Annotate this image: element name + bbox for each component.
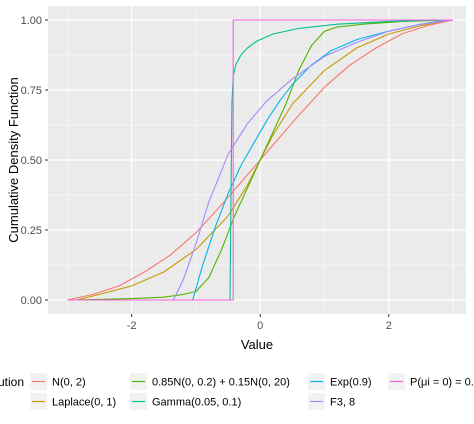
legend-label-6: F3, 8 <box>330 397 355 409</box>
legend: ution N(0, 2) Laplace(0, 1) 0.85N(0, 0.2) … <box>0 373 474 410</box>
x-tick-label: -2 <box>127 320 137 332</box>
series-line-5 <box>192 19 447 301</box>
legend-title: ution <box>0 375 24 389</box>
legend-label-5: Exp(0.9) <box>330 377 372 389</box>
y-axis: 0.00 0.25 0.50 0.75 1.00 <box>21 15 48 307</box>
legend-label-2: Laplace(0, 1) <box>52 397 116 409</box>
series-lines <box>67 19 454 301</box>
legend-label-7: P(μi = 0) = 0. <box>410 377 474 389</box>
series-line-3 <box>73 19 454 301</box>
legend-label-1: N(0, 2) <box>52 377 86 389</box>
x-axis: -2 0 2 <box>127 314 392 332</box>
legend-label-3: 0.85N(0, 0.2) + 0.15N(0, 20) <box>152 377 290 389</box>
x-tick-label: 0 <box>257 320 263 332</box>
y-tick-label: 0.25 <box>21 225 42 237</box>
y-axis-title: Cumulative Density Function <box>6 77 21 242</box>
x-axis-title: Value <box>241 337 273 352</box>
y-tick-label: 0.50 <box>21 155 42 167</box>
y-tick-label: 1.00 <box>21 15 42 27</box>
legend-label-4: Gamma(0.05, 0.1) <box>152 397 241 409</box>
x-tick-label: 2 <box>386 320 392 332</box>
series-line-7 <box>67 19 454 301</box>
y-tick-label: 0.00 <box>21 295 42 307</box>
y-tick-label: 0.75 <box>21 85 42 97</box>
series-line-6 <box>172 19 454 301</box>
